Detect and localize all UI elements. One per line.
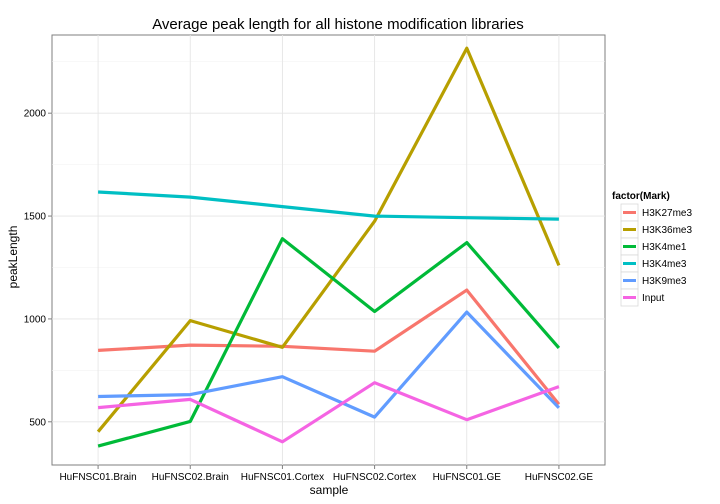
y-axis-title: peakLength bbox=[6, 226, 20, 289]
x-tick-label: HuFNSC01.GE bbox=[433, 472, 502, 483]
grid-lines bbox=[52, 35, 605, 465]
series-line-h3k4me3 bbox=[98, 190, 559, 221]
legend: factor(Mark) H3K27me3 H3K36me3 H3K4me1 H3K4… bbox=[612, 191, 692, 307]
chart-title: Average peak length for all histone modi… bbox=[152, 16, 524, 33]
series-lines bbox=[96, 46, 561, 448]
y-tick-label: 500 bbox=[29, 417, 46, 428]
series-line-h3k36me3 bbox=[96, 46, 561, 433]
x-axis-title: sample bbox=[310, 483, 349, 497]
legend-label: H3K36me3 bbox=[642, 225, 692, 236]
legend-label: H3K9me3 bbox=[642, 276, 687, 287]
x-tick-label: HuFNSC02.Cortex bbox=[333, 472, 416, 483]
plot-panel bbox=[51, 34, 606, 466]
y-tick-label: 1500 bbox=[24, 212, 47, 223]
x-tick-label: HuFNSC02.Brain bbox=[152, 472, 229, 483]
y-axis-ticks: 500 1000 1500 2000 bbox=[24, 109, 52, 428]
series-line-h3k9me3 bbox=[98, 310, 561, 419]
series-line-h3k4me1 bbox=[97, 237, 561, 448]
x-tick-label: HuFNSC01.Brain bbox=[59, 472, 136, 483]
y-tick-label: 2000 bbox=[24, 109, 47, 120]
legend-title: factor(Mark) bbox=[612, 191, 670, 202]
legend-label: Input bbox=[642, 293, 664, 304]
legend-label: H3K4me3 bbox=[642, 259, 687, 270]
y-tick-label: 1000 bbox=[24, 314, 47, 325]
x-axis-ticks: HuFNSC01.Brain HuFNSC02.Brain HuFNSC01.Cor… bbox=[59, 465, 593, 483]
series-line-h3k27me3 bbox=[98, 288, 561, 406]
legend-label: H3K27me3 bbox=[642, 208, 692, 219]
x-tick-label: HuFNSC01.Cortex bbox=[241, 472, 324, 483]
series-line-input bbox=[97, 381, 560, 444]
legend-label: H3K4me1 bbox=[642, 242, 687, 253]
x-tick-label: HuFNSC02.GE bbox=[525, 472, 594, 483]
